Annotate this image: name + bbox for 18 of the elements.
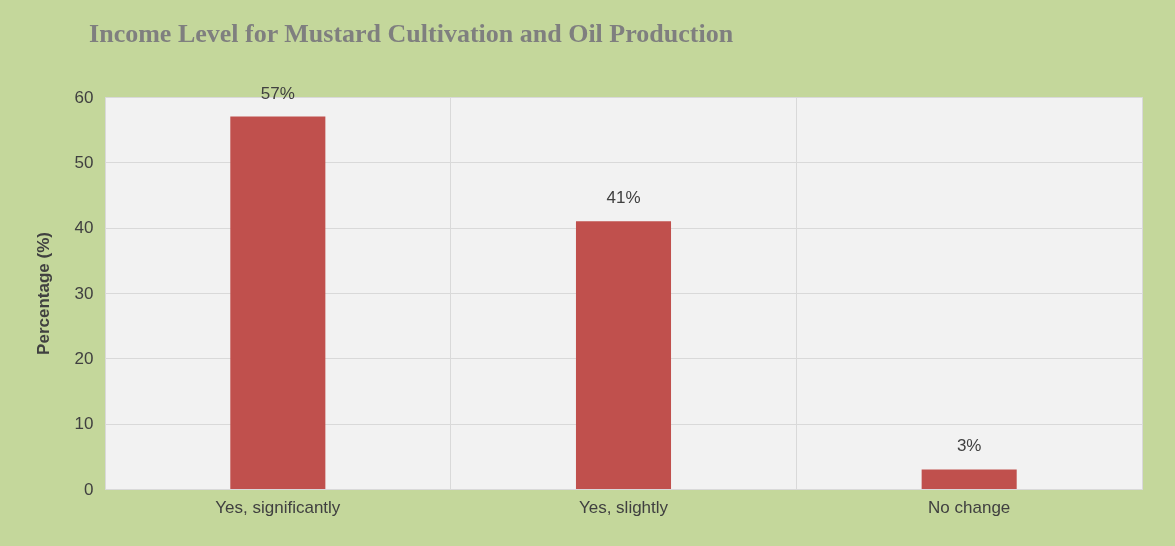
y-tick-label: 60 bbox=[74, 87, 94, 107]
bar bbox=[230, 116, 326, 489]
x-tick-label: Yes, slightly bbox=[578, 497, 669, 517]
data-label: 3% bbox=[956, 436, 982, 456]
y-tick-label: 10 bbox=[74, 414, 94, 434]
data-label: 57% bbox=[260, 83, 295, 103]
y-tick-label: 30 bbox=[74, 283, 94, 303]
data-label: 41% bbox=[606, 188, 641, 208]
x-tick-label: Yes, significantly bbox=[215, 497, 341, 517]
y-tick-label: 40 bbox=[74, 218, 94, 238]
bar bbox=[575, 221, 672, 489]
x-tick-label: No change bbox=[928, 497, 1011, 517]
bar bbox=[921, 469, 1017, 489]
y-tick-label: 20 bbox=[74, 348, 94, 368]
y-tick-label: 50 bbox=[74, 152, 94, 172]
chart-title: Income Level for Mustard Cultivation and Oil Production bbox=[89, 18, 734, 48]
y-axis-title: Percentage (%) bbox=[33, 232, 53, 355]
y-tick-label: 0 bbox=[84, 479, 94, 499]
